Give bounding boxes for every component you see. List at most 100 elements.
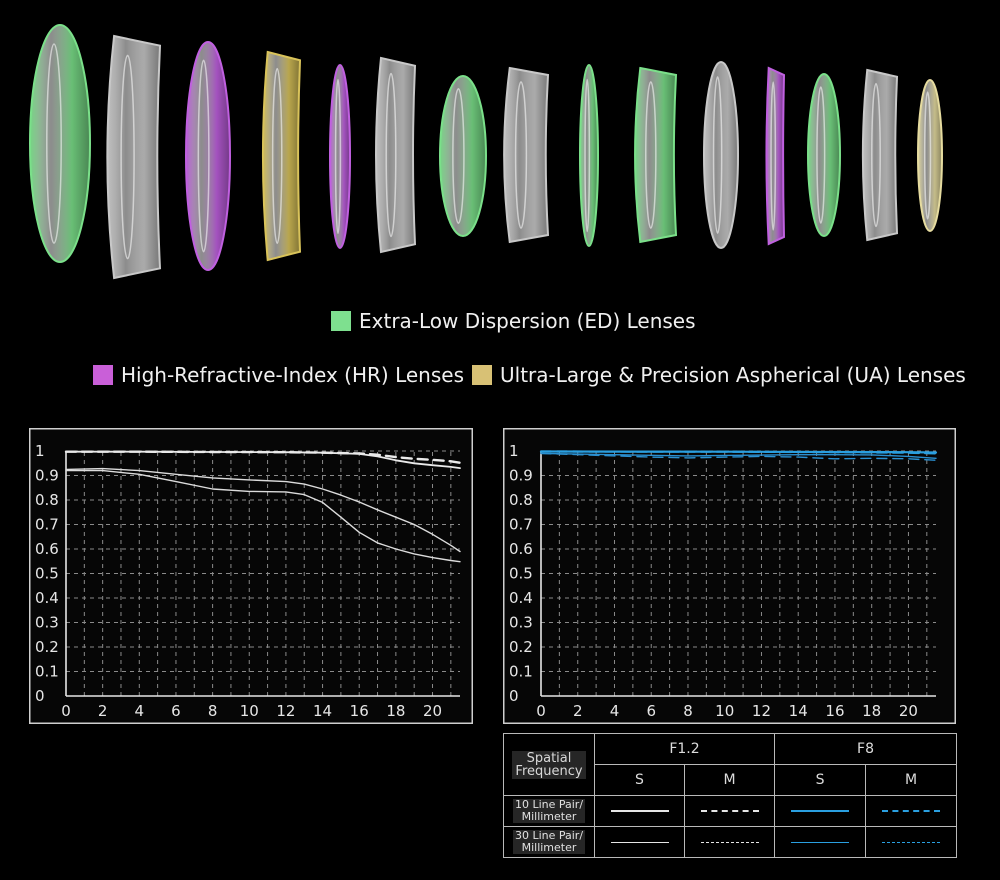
mtf-f8-y-tick-label: 0.8 [509, 491, 533, 509]
mtf-legend-table: Spatial Frequency F1.2 F8 S M S M 10 Line… [503, 733, 958, 858]
mtf-f8-y-tick-label: 1 [509, 442, 519, 460]
line-sample-30lp-f8-m [865, 826, 958, 858]
aperture-header-f8: F8 [774, 733, 958, 765]
mtf-f1-2-y-tick-label: 0.5 [35, 565, 59, 583]
mtf-f8-frame [503, 428, 956, 724]
ua-lens-highlight [923, 91, 932, 220]
row-label-30lp: 30 Line Pair/Millimeter [503, 826, 595, 858]
sub-header-s: S [594, 764, 685, 796]
legend-label-ua: Ultra-Large & Precision Aspherical (UA) … [500, 363, 966, 387]
mtf-f1-2-grid [66, 450, 460, 696]
mtf-f1-2-y-tick-label: 0.7 [35, 516, 59, 534]
mtf-f8-y-tick-label: 0.3 [509, 614, 533, 632]
sub-header-m: M [865, 764, 958, 796]
legend-item-ua: Ultra-Large & Precision Aspherical (UA) … [472, 363, 966, 387]
mtf-f8-y-tick-label: 0.9 [509, 467, 533, 485]
ed-lens-icon [579, 64, 599, 247]
mtf-f1-2-x-tick-label: 0 [61, 702, 71, 720]
ed-lens-icon [807, 73, 841, 237]
table-row-30lp: 30 Line Pair/Millimeter [503, 826, 958, 858]
mtf-f1-2-series-30lp-s [65, 467, 461, 553]
mtf-f1-2-series-10lp-m [64, 450, 462, 464]
mtf-f8-x-tick-label: 10 [715, 702, 734, 720]
legend-row-hr-ua: High-Refractive-Index (HR) Lenses Ultra-… [93, 363, 966, 387]
line-sample-10lp-f1-2-s [594, 795, 685, 827]
ed-lens-highlight [816, 86, 826, 224]
legend-label-hr: High-Refractive-Index (HR) Lenses [121, 363, 464, 387]
hr-lens-icon [765, 66, 786, 246]
hr-lens-icon [185, 41, 231, 271]
mtf-chart-f8-plot: 0 2 4 6 8 10 12 14 16 18 20 0 0.1 0.2 0.3 0.4 0.5 0.6 0.7 0… [503, 428, 956, 724]
mtf-f1-2-x-tick-label: 10 [240, 702, 259, 720]
mtf-f8-x-tick-label: 8 [683, 702, 693, 720]
mtf-f1-2-x-tick-label: 12 [276, 702, 295, 720]
hr-lens-highlight [770, 81, 777, 231]
ed-lens-body [29, 24, 91, 263]
mtf-f1-2-y-tick-label: 0 [35, 687, 45, 705]
legend-swatch-ua [472, 365, 492, 385]
sub-header-m: M [683, 764, 776, 796]
ua-lens-highlight [271, 67, 283, 245]
mtf-f1-2-x-tick-label: 6 [171, 702, 181, 720]
mtf-f1-2-x-tick-label: 2 [98, 702, 108, 720]
line-sample-10lp-f8-m [865, 795, 958, 827]
ua-lens-icon [917, 79, 943, 232]
mtf-f8-y-tick-label: 0.4 [509, 589, 533, 607]
line-sample-30lp-f1-2-s [594, 826, 685, 858]
ed-lens-highlight [584, 78, 591, 233]
line-sample-30lp-f8-s [774, 826, 867, 858]
standard-lens-highlight [712, 76, 723, 234]
sub-header-s: S [774, 764, 867, 796]
mtf-f1-2-x-tick-label: 14 [313, 702, 332, 720]
mtf-f8-x-tick-label: 0 [536, 702, 546, 720]
standard-lens-icon [703, 61, 739, 249]
mtf-f8-y-tick-label: 0.2 [509, 638, 533, 656]
spatial-frequency-label: Spatial Frequency [512, 750, 586, 779]
mtf-f8-series-10lp-m [539, 450, 938, 455]
mtf-f1-2-y-tick-label: 0.1 [35, 663, 59, 681]
mtf-f1-2-y-tick-label: 0.4 [35, 589, 59, 607]
mtf-f8-x-tick-label: 16 [825, 702, 844, 720]
mtf-f8-x-tick-label: 12 [752, 702, 771, 720]
mtf-f1-2-x-tick-label: 8 [208, 702, 218, 720]
mtf-f8-x-tick-label: 4 [610, 702, 620, 720]
mtf-f1-2-x-tick-label: 4 [135, 702, 145, 720]
standard-lens-highlight [514, 81, 528, 229]
ed-lens-icon [29, 24, 91, 263]
mtf-f1-2-y-tick-label: 1 [35, 442, 45, 460]
row-label-30lp-text: 30 Line Pair/Millimeter [512, 829, 586, 854]
standard-lens-highlight [120, 54, 135, 260]
mtf-f8-y-tick-label: 0.5 [509, 565, 533, 583]
mtf-f1-2-x-tick-label: 16 [350, 702, 369, 720]
mtf-f1-2-y-tick-label: 0.9 [35, 467, 59, 485]
table-row-10lp: 10 Line Pair/Millimeter [503, 795, 958, 827]
ed-lens-highlight [46, 43, 62, 244]
mtf-f8-x-tick-label: 6 [646, 702, 656, 720]
row-label-10lp-text: 10 Line Pair/Millimeter [512, 798, 586, 823]
ed-lens-highlight [452, 88, 465, 224]
mtf-f8-x-tick-label: 18 [862, 702, 881, 720]
aperture-header-f1-2: F1.2 [593, 733, 776, 765]
standard-lens-highlight [385, 72, 397, 238]
row-label-10lp: 10 Line Pair/Millimeter [503, 795, 595, 827]
ua-lens-icon [261, 50, 302, 262]
ed-lens-icon [439, 75, 487, 237]
legend-swatch-ed [331, 311, 351, 331]
hr-lens-highlight [334, 78, 342, 235]
standard-lens-icon [106, 34, 162, 280]
standard-lens-icon [861, 68, 899, 242]
mtf-f1-2-frame [29, 428, 473, 724]
mtf-f8-x-tick-label: 2 [573, 702, 583, 720]
standard-lens-icon [503, 66, 550, 244]
legend-label-ed: Extra-Low Dispersion (ED) Lenses [359, 309, 696, 333]
mtf-f1-2-y-tick-label: 0.8 [35, 491, 59, 509]
mtf-f8-x-tick-label: 20 [899, 702, 918, 720]
mtf-f8-y-tick-label: 0.7 [509, 516, 533, 534]
legend-row-ed: Extra-Low Dispersion (ED) Lenses [331, 309, 696, 333]
line-sample-10lp-f8-s [774, 795, 867, 827]
hr-lens-icon [329, 64, 351, 249]
ed-lens-highlight [645, 81, 657, 229]
ed-lens-icon [634, 66, 678, 244]
standard-lens-highlight [871, 82, 881, 228]
lens-diagram [29, 24, 943, 280]
